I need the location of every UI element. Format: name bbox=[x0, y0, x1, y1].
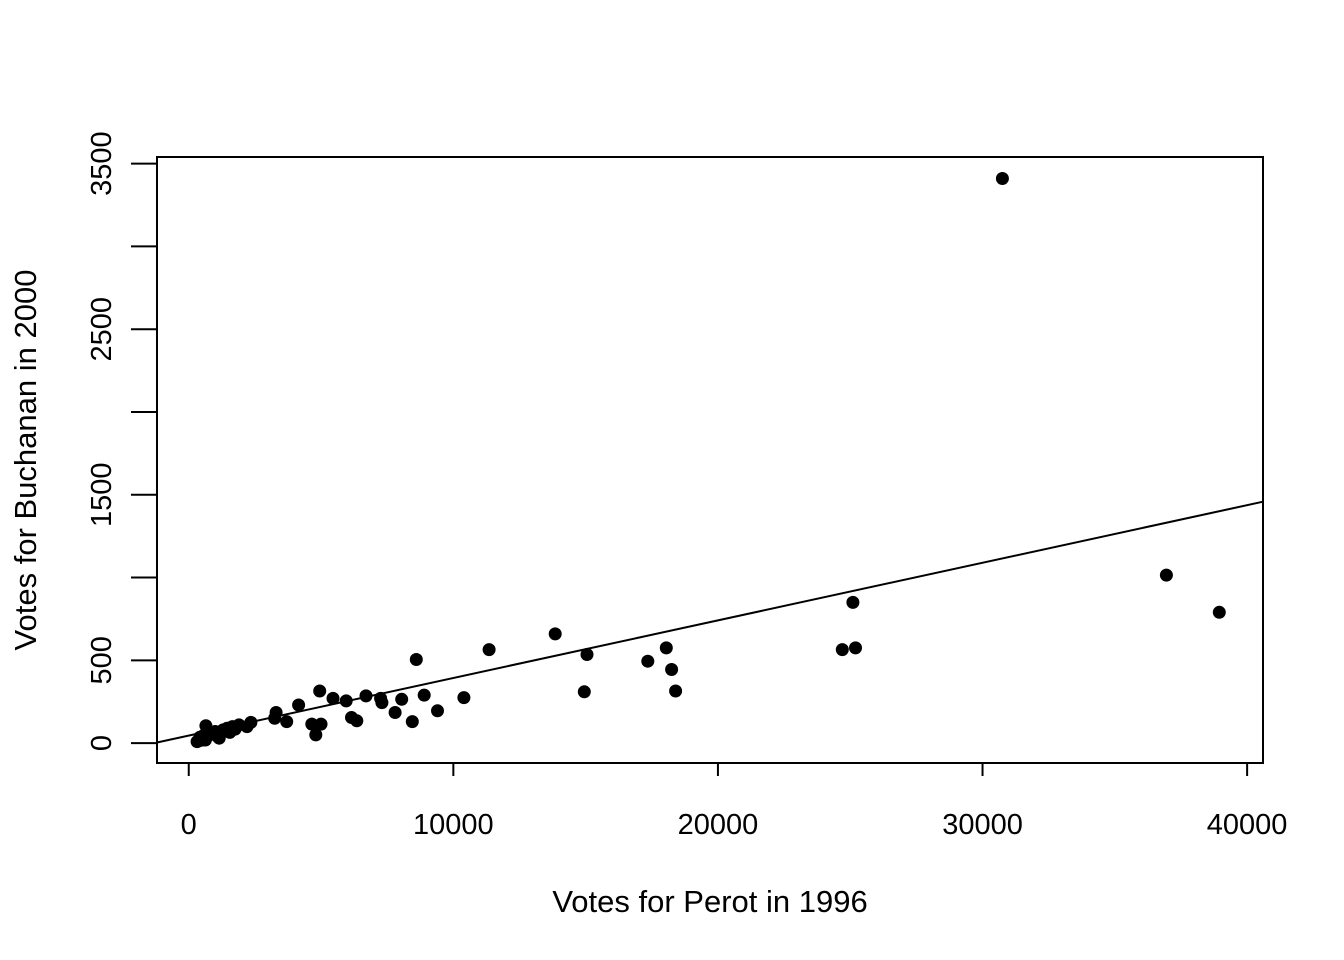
data-point-43 bbox=[482, 643, 496, 657]
y-tick-label-0: 0 bbox=[86, 735, 118, 751]
regression-line bbox=[156, 500, 1264, 744]
data-point-33 bbox=[359, 689, 373, 703]
data-point-39 bbox=[409, 653, 423, 666]
data-point-53 bbox=[849, 641, 862, 655]
data-point-47 bbox=[641, 654, 655, 668]
data-point-36 bbox=[388, 706, 402, 719]
data-point-51 bbox=[835, 643, 849, 657]
y-tick-label-1500: 1500 bbox=[86, 463, 118, 528]
data-point-23 bbox=[280, 715, 294, 729]
x-tick-label-20000: 20000 bbox=[678, 809, 759, 841]
data-point-32 bbox=[350, 714, 364, 728]
y-tick-label-2500: 2500 bbox=[86, 297, 118, 362]
data-point-50 bbox=[669, 684, 683, 698]
x-axis-title: Votes for Perot in 1996 bbox=[552, 884, 867, 919]
y-tick-label-500: 500 bbox=[86, 636, 118, 684]
y-axis-title: Votes for Buchanan in 2000 bbox=[8, 270, 43, 651]
data-point-46 bbox=[580, 648, 594, 661]
data-point-56 bbox=[1212, 605, 1226, 619]
x-tick-label-40000: 40000 bbox=[1207, 809, 1288, 841]
data-point-52 bbox=[846, 595, 860, 609]
x-tick-label-0: 0 bbox=[181, 809, 197, 841]
x-tick-label-30000: 30000 bbox=[942, 809, 1023, 841]
data-point-25 bbox=[305, 717, 319, 731]
regression-line-layer bbox=[156, 500, 1264, 744]
data-point-26 bbox=[309, 728, 323, 742]
x-axis: 0 10000 20000 30000 40000 bbox=[181, 763, 1288, 841]
data-point-54 bbox=[995, 172, 1009, 185]
y-axis: 0 500 1500 2500 3500 bbox=[86, 131, 157, 751]
points-layer bbox=[190, 172, 1226, 749]
data-point-40 bbox=[417, 688, 431, 702]
data-point-35 bbox=[375, 696, 389, 710]
data-point-38 bbox=[405, 715, 419, 729]
x-tick-label-10000: 10000 bbox=[413, 809, 494, 841]
data-point-48 bbox=[659, 641, 673, 655]
data-point-24 bbox=[292, 698, 306, 712]
data-point-44 bbox=[548, 627, 562, 641]
plot-frame bbox=[156, 156, 1264, 764]
data-point-37 bbox=[395, 692, 409, 706]
data-point-55 bbox=[1159, 568, 1173, 582]
data-point-42 bbox=[457, 691, 471, 705]
data-point-45 bbox=[577, 685, 591, 699]
data-point-27 bbox=[313, 684, 327, 698]
data-point-28 bbox=[314, 717, 328, 731]
y-tick-label-3500: 3500 bbox=[86, 131, 118, 196]
data-point-29 bbox=[326, 691, 340, 705]
data-point-41 bbox=[431, 704, 444, 718]
data-point-49 bbox=[665, 663, 679, 676]
